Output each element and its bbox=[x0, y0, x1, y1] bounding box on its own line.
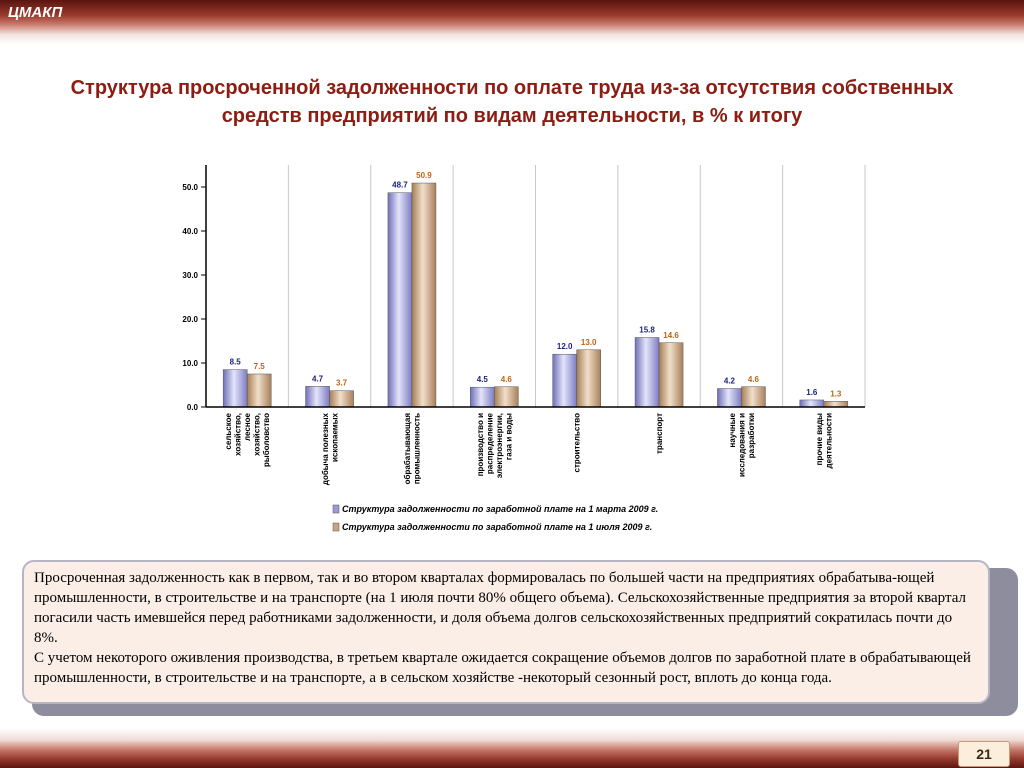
data-label: 50.9 bbox=[416, 171, 432, 180]
header-bar bbox=[0, 0, 1024, 44]
page-number: 21 bbox=[958, 741, 1010, 767]
x-tick-label-line: ископаемых bbox=[330, 412, 339, 462]
bar bbox=[305, 386, 330, 408]
x-tick-label-line: хозяйство, bbox=[234, 413, 243, 456]
x-tick-label-line: строительство bbox=[573, 413, 582, 473]
legend-swatch bbox=[332, 522, 340, 532]
y-tick-label: 20.0 bbox=[182, 315, 198, 324]
data-label: 1.3 bbox=[830, 389, 842, 398]
data-label: 4.6 bbox=[748, 375, 760, 384]
data-label: 48.7 bbox=[392, 181, 408, 190]
x-tick-label-line: электроэнергии, bbox=[495, 413, 504, 478]
data-label: 4.6 bbox=[501, 375, 513, 384]
data-label: 4.7 bbox=[312, 374, 324, 383]
x-tick-label-line: производство и bbox=[476, 413, 485, 476]
data-label: 7.5 bbox=[254, 362, 266, 371]
bar bbox=[494, 386, 519, 408]
commentary-paragraph-2: С учетом некоторого оживления производст… bbox=[34, 650, 971, 686]
data-label: 12.0 bbox=[557, 342, 573, 351]
x-tick-label-line: исследования и bbox=[737, 413, 746, 477]
x-tick-label: сельское хозяйство, лесное хозяйство, рыболо… bbox=[224, 412, 271, 467]
bar bbox=[658, 342, 684, 408]
data-label: 8.5 bbox=[230, 358, 242, 367]
x-tick-label-line: лесное bbox=[243, 412, 252, 440]
bar bbox=[329, 390, 354, 408]
x-tick-label-line: транспорт bbox=[655, 413, 664, 454]
bar bbox=[552, 353, 577, 408]
commentary-paragraph-1: Просроченная задолженность как в первом,… bbox=[34, 570, 966, 646]
x-tick-label-line: хозяйство, bbox=[253, 413, 262, 456]
bar bbox=[246, 373, 272, 408]
x-tick-label-line: деятельности bbox=[825, 413, 834, 469]
slide-title: Структура просроченной задолженности по … bbox=[70, 77, 954, 127]
bar bbox=[717, 388, 742, 408]
x-tick-label: прочие виды деятельности bbox=[815, 413, 834, 469]
x-tick-label-line: газа и воды bbox=[505, 413, 514, 460]
data-label: 4.5 bbox=[477, 375, 489, 384]
x-tick-label: производство и распределение электроэнерги… bbox=[476, 412, 514, 478]
x-tick-label: научные исследования и разработки bbox=[728, 412, 756, 477]
x-tick-label: добыча полезных ископаемых bbox=[321, 412, 340, 485]
legend-entry: Структура задолженности по заработной пл… bbox=[342, 504, 658, 514]
x-tick-label-line: рыболовство bbox=[262, 413, 271, 467]
data-label: 1.6 bbox=[806, 388, 818, 397]
x-tick-label-line: добыча полезных bbox=[321, 412, 330, 485]
data-label: 3.7 bbox=[336, 379, 348, 388]
x-tick-label: обрабатывающая промышленность bbox=[403, 413, 422, 485]
data-label: 14.6 bbox=[663, 331, 679, 340]
y-tick-label: 50.0 bbox=[182, 183, 198, 192]
x-tick-label-line: прочие виды bbox=[815, 413, 824, 466]
x-tick-label-line: разработки bbox=[747, 413, 756, 458]
legend-entry: Структура задолженности по заработной пл… bbox=[342, 522, 652, 532]
x-tick-label-line: промышленность bbox=[413, 413, 422, 484]
data-label: 4.2 bbox=[724, 377, 736, 386]
x-tick-label: транспорт bbox=[655, 413, 664, 454]
data-label: 15.8 bbox=[639, 325, 655, 334]
y-tick-label: 0.0 bbox=[187, 403, 199, 412]
x-tick-label-line: сельское bbox=[224, 412, 233, 449]
bar bbox=[411, 182, 437, 408]
legend-swatch bbox=[332, 504, 340, 514]
y-tick-label: 40.0 bbox=[182, 227, 198, 236]
data-label: 13.0 bbox=[581, 338, 597, 347]
x-tick-label-line: обрабатывающая bbox=[403, 413, 412, 485]
y-tick-label: 30.0 bbox=[182, 271, 198, 280]
x-tick-label: строительство bbox=[573, 413, 582, 473]
bar bbox=[222, 369, 248, 408]
footer-bar bbox=[0, 728, 1024, 768]
brand-logo: ЦМАКП bbox=[8, 4, 63, 21]
y-tick-label: 10.0 bbox=[182, 359, 198, 368]
bar bbox=[823, 401, 849, 408]
bar bbox=[470, 386, 495, 408]
x-tick-label-line: распределение bbox=[486, 412, 495, 474]
bar bbox=[634, 337, 660, 408]
bar bbox=[741, 386, 766, 408]
bar bbox=[799, 399, 825, 408]
bar bbox=[387, 192, 413, 408]
bar bbox=[576, 349, 601, 408]
commentary-box: Просроченная задолженность как в первом,… bbox=[22, 560, 990, 704]
x-tick-label-line: научные bbox=[728, 412, 737, 447]
